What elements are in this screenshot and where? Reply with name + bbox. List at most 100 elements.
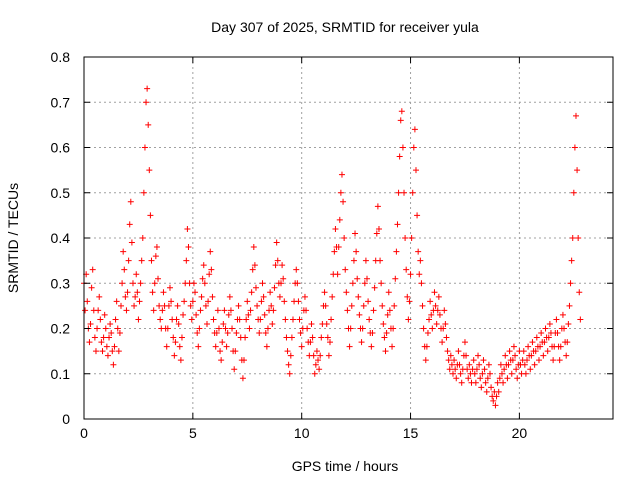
data-point [296, 316, 303, 323]
data-point [298, 343, 305, 350]
data-point [487, 370, 494, 377]
data-point [455, 348, 462, 355]
data-point [535, 357, 542, 364]
data-point [214, 307, 221, 314]
data-point [229, 325, 236, 332]
data-point [122, 293, 129, 300]
data-point [379, 302, 386, 309]
data-point [87, 320, 94, 327]
data-point [231, 366, 238, 373]
data-point [472, 379, 479, 386]
data-point [356, 311, 363, 318]
data-point [135, 316, 142, 323]
data-point [279, 262, 286, 269]
data-point [98, 339, 105, 346]
data-point [461, 339, 468, 346]
data-point [192, 289, 199, 296]
data-point [422, 357, 429, 364]
data-point [561, 325, 568, 332]
data-point [390, 325, 397, 332]
data-point [463, 352, 470, 359]
data-point [181, 298, 188, 305]
data-point [272, 262, 279, 269]
data-point [380, 320, 387, 327]
data-point [111, 343, 118, 350]
data-point [571, 144, 578, 151]
data-point [402, 235, 409, 241]
data-point [398, 108, 405, 115]
data-point [409, 189, 416, 196]
x-tick-label: 0 [80, 425, 88, 441]
data-point [294, 280, 301, 287]
data-point [550, 357, 557, 364]
data-point [220, 320, 227, 327]
data-point [537, 343, 544, 350]
data-point [432, 302, 439, 309]
data-point [128, 239, 135, 246]
data-point [163, 343, 170, 350]
data-point [195, 343, 202, 350]
data-point [415, 248, 422, 255]
data-point [323, 320, 330, 327]
data-point [498, 370, 505, 377]
data-point [210, 316, 217, 323]
data-point [336, 216, 343, 223]
data-point [109, 348, 116, 355]
data-point [112, 316, 119, 323]
data-point [274, 257, 281, 264]
data-point [434, 307, 441, 314]
data-point [175, 320, 182, 327]
data-point [533, 334, 540, 341]
data-point [391, 302, 398, 309]
data-point [419, 302, 426, 309]
data-point [311, 370, 318, 377]
data-point [492, 402, 499, 409]
data-point [493, 393, 500, 400]
data-point [213, 330, 220, 337]
data-point [241, 357, 248, 364]
data-point [544, 348, 551, 355]
data-point [412, 167, 419, 174]
data-point [531, 361, 538, 368]
data-point [101, 311, 108, 318]
data-point [337, 189, 344, 196]
data-point [480, 357, 487, 364]
data-point [540, 352, 547, 359]
data-point [307, 339, 314, 346]
data-point [510, 343, 517, 350]
data-point [476, 361, 483, 368]
data-point [418, 280, 425, 287]
data-point [235, 302, 242, 309]
data-point [239, 375, 246, 382]
data-point [397, 117, 404, 124]
data-point [100, 334, 107, 341]
data-point [206, 271, 213, 278]
data-point [252, 284, 259, 291]
data-point [429, 325, 436, 332]
data-point [334, 271, 341, 278]
data-point [104, 352, 111, 359]
data-point [384, 311, 391, 318]
data-point [282, 316, 289, 323]
data-point [431, 289, 438, 296]
data-point [262, 330, 269, 337]
data-point [312, 361, 319, 368]
data-point [348, 302, 355, 309]
data-point [224, 330, 231, 337]
data-point [365, 298, 372, 305]
data-point [370, 307, 377, 314]
data-point [371, 284, 378, 291]
data-point [520, 348, 527, 355]
data-point [114, 325, 121, 332]
data-point [383, 330, 390, 337]
data-point [328, 316, 335, 323]
data-point [168, 298, 175, 305]
data-point [572, 112, 579, 119]
data-point [392, 275, 399, 282]
data-point [401, 189, 408, 196]
data-point [200, 262, 207, 269]
data-point [268, 302, 275, 309]
data-point [564, 339, 571, 346]
data-point [501, 366, 508, 373]
data-point [446, 366, 453, 373]
